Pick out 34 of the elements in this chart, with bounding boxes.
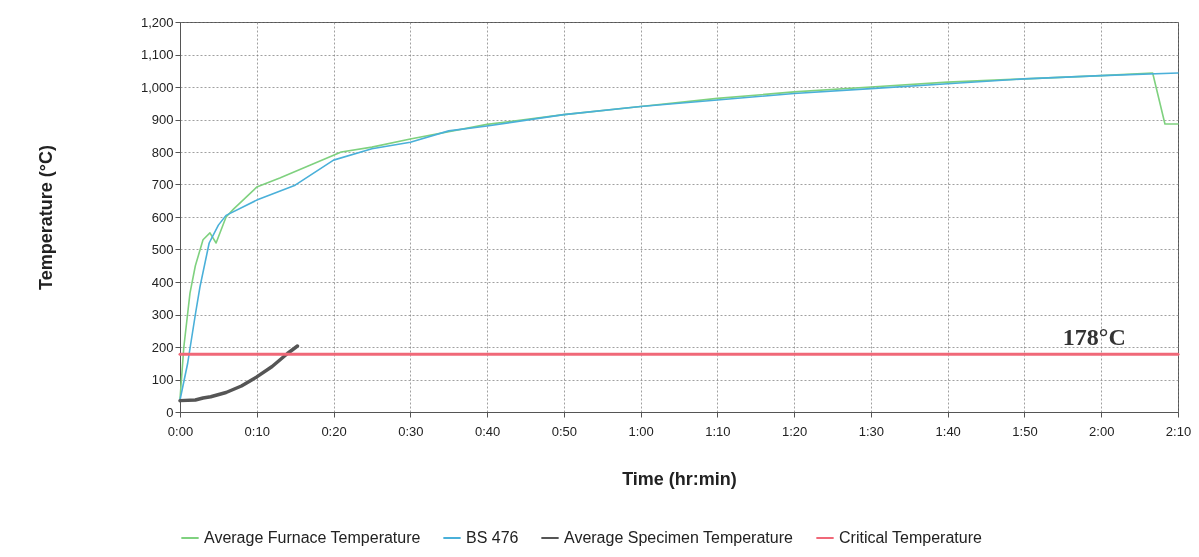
- x-tick-label: 2:10: [1165, 423, 1192, 439]
- y-tick-label: 1,000: [140, 79, 174, 95]
- x-tick-label: 0:00: [167, 423, 194, 439]
- x-tick-label: 1:00: [628, 423, 654, 439]
- x-tick-label: 0:10: [244, 423, 270, 439]
- y-tick-label: 0: [166, 404, 174, 420]
- legend-label: Critical Temperature: [839, 529, 982, 546]
- x-tick-label: 1:10: [705, 423, 731, 439]
- legend-label: BS 476: [466, 529, 519, 546]
- x-tick-label: 0:30: [398, 423, 424, 439]
- y-axis-title: Temperature (°C): [35, 145, 56, 290]
- x-tick-label: 0:20: [321, 423, 347, 439]
- x-tick-label: 2:00: [1089, 423, 1115, 439]
- y-tick-label: 300: [151, 307, 174, 322]
- x-tick-label: 0:40: [474, 423, 501, 439]
- legend-label: Average Furnace Temperature: [204, 529, 421, 546]
- y-tick-label: 100: [151, 372, 174, 387]
- y-tick-label: 600: [151, 209, 174, 225]
- legend-label: Average Specimen Temperature: [564, 529, 793, 546]
- x-tick-label: 0:50: [551, 423, 577, 439]
- y-tick-label: 900: [151, 112, 174, 127]
- y-tick-label: 1,100: [140, 47, 174, 62]
- x-tick-label: 1:40: [935, 423, 961, 439]
- x-tick-label: 1:30: [858, 423, 885, 439]
- x-tick-label: 1:20: [782, 423, 808, 439]
- annotation: 178°C: [1062, 324, 1126, 351]
- y-tick-label: 700: [151, 177, 174, 192]
- y-tick-label: 500: [151, 242, 174, 257]
- x-tick-label: 1:50: [1012, 423, 1038, 439]
- y-tick-label: 400: [151, 274, 174, 290]
- y-tick-label: 200: [151, 339, 174, 355]
- y-tick-label: 1,200: [140, 14, 174, 30]
- x-axis-title: Time (hr:min): [622, 468, 737, 489]
- y-tick-label: 800: [151, 144, 174, 160]
